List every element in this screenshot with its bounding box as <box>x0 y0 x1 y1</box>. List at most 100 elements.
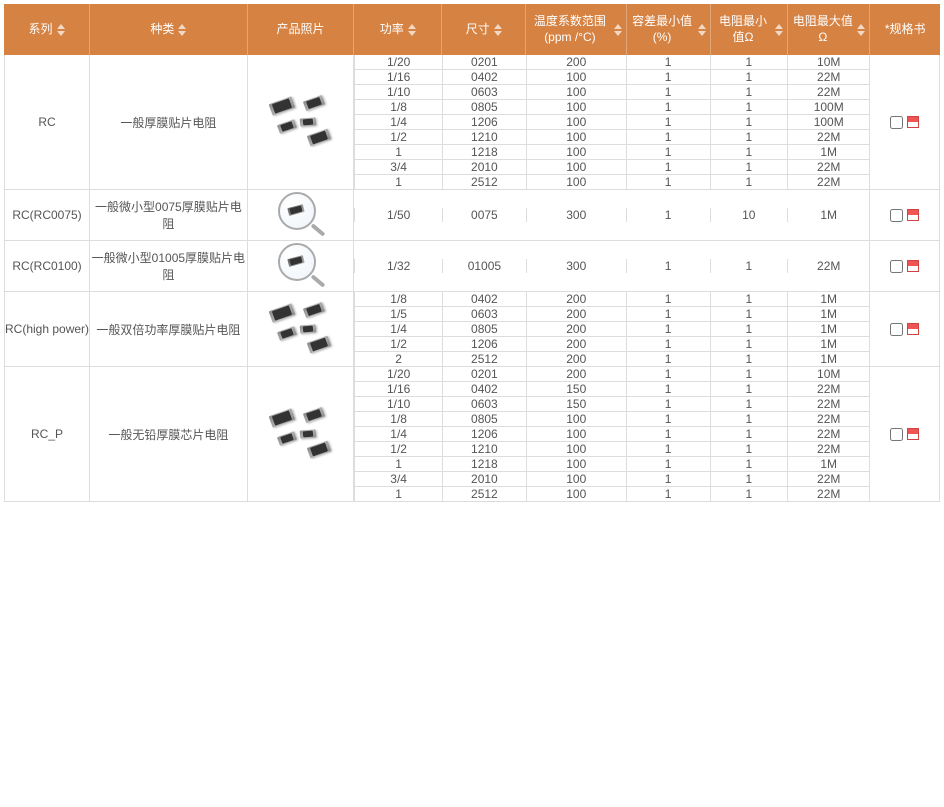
power-value: 1/16 <box>355 70 443 85</box>
data-rows-cell: 1/8 0402 200 1 1 1M 1/5 0603 200 1 1 1M … <box>354 292 870 367</box>
temp-value: 200 <box>526 292 626 307</box>
header-rmin[interactable]: 电阻最小值Ω <box>711 4 789 55</box>
spec-checkbox[interactable] <box>890 116 903 129</box>
spec-cell <box>870 292 940 367</box>
temp-value: 100 <box>526 457 626 472</box>
rmin-value: 1 <box>710 292 788 307</box>
rmax-value: 1M <box>788 145 870 160</box>
data-row: 2 2512 200 1 1 1M <box>355 352 870 367</box>
pdf-icon[interactable] <box>907 116 919 128</box>
rmin-value: 10 <box>710 208 788 222</box>
spec-checkbox[interactable] <box>890 209 903 222</box>
table-row: RC_P一般无铅厚膜芯片电阻 1/20 0201 200 1 1 10M 1/1… <box>4 367 940 502</box>
tol-value: 1 <box>626 160 710 175</box>
spec-cell <box>870 241 940 292</box>
tol-value: 1 <box>626 472 710 487</box>
temp-value: 200 <box>526 307 626 322</box>
data-rows-cell: 1/20 0201 200 1 1 10M 1/16 0402 100 1 1 … <box>354 55 870 190</box>
rmax-value: 22M <box>788 160 870 175</box>
rmax-value: 1M <box>788 307 870 322</box>
size-value: 0201 <box>443 55 527 70</box>
tol-value: 1 <box>626 115 710 130</box>
rmax-value: 22M <box>788 487 870 502</box>
header-power[interactable]: 功率 <box>354 4 442 55</box>
rmax-value: 1M <box>788 352 870 367</box>
photo-cell <box>248 241 355 292</box>
data-row: 1/16 0402 100 1 1 22M <box>355 70 870 85</box>
header-series[interactable]: 系列 <box>4 4 90 55</box>
tol-value: 1 <box>626 100 710 115</box>
table-row: RC(RC0100)一般微小型01005厚膜贴片电阻 1/32 01005 30… <box>4 241 940 292</box>
spec-checkbox[interactable] <box>890 260 903 273</box>
rmax-value: 1M <box>788 337 870 352</box>
rmax-value: 22M <box>788 472 870 487</box>
rmin-value: 1 <box>710 322 788 337</box>
spec-cell <box>870 55 940 190</box>
power-value: 1/20 <box>355 55 443 70</box>
rmin-value: 1 <box>710 412 788 427</box>
rmax-value: 22M <box>788 442 870 457</box>
rmin-value: 1 <box>710 115 788 130</box>
rmax-value: 22M <box>788 85 870 100</box>
header-tol[interactable]: 容差最小值(%) <box>627 4 711 55</box>
header-rmax[interactable]: 电阻最大值Ω <box>788 4 870 55</box>
power-value: 1/8 <box>355 292 443 307</box>
data-row: 1/2 1210 100 1 1 22M <box>355 130 870 145</box>
product-spec-table: 系列 种类 产品照片 功率 尺寸 温度系数范围 (ppm /°C) 容差最小值(… <box>4 4 940 502</box>
temp-value: 100 <box>526 412 626 427</box>
sort-icon <box>178 24 186 36</box>
header-type[interactable]: 种类 <box>90 4 248 55</box>
rmin-value: 1 <box>710 397 788 412</box>
sort-icon <box>775 24 783 36</box>
data-row: 1/10 0603 100 1 1 22M <box>355 85 870 100</box>
size-value: 2010 <box>443 472 527 487</box>
spec-checkbox[interactable] <box>890 428 903 441</box>
tol-value: 1 <box>626 259 710 273</box>
tol-value: 1 <box>626 307 710 322</box>
rmin-value: 1 <box>710 472 788 487</box>
data-row: 1 1218 100 1 1 1M <box>355 457 870 472</box>
rmax-value: 10M <box>788 55 870 70</box>
power-value: 1/32 <box>355 259 443 273</box>
temp-value: 200 <box>526 337 626 352</box>
product-photo-chips <box>260 92 340 152</box>
pdf-icon[interactable] <box>907 209 919 221</box>
tol-value: 1 <box>626 322 710 337</box>
rmax-value: 100M <box>788 100 870 115</box>
header-temp[interactable]: 温度系数范围 (ppm /°C) <box>526 4 626 55</box>
pdf-icon[interactable] <box>907 323 919 335</box>
size-value: 0201 <box>443 367 527 382</box>
spec-cell <box>870 367 940 502</box>
data-row: 1 1218 100 1 1 1M <box>355 145 870 160</box>
temp-value: 100 <box>526 100 626 115</box>
header-spec: *规格书 <box>870 4 940 55</box>
pdf-icon[interactable] <box>907 428 919 440</box>
rmin-value: 1 <box>710 307 788 322</box>
temp-value: 100 <box>526 472 626 487</box>
rmax-value: 1M <box>788 322 870 337</box>
photo-cell <box>248 55 355 190</box>
pdf-icon[interactable] <box>907 260 919 272</box>
photo-cell <box>248 190 355 241</box>
tol-value: 1 <box>626 85 710 100</box>
rmin-value: 1 <box>710 85 788 100</box>
data-row: 1/50 0075 300 1 10 1M <box>355 208 870 222</box>
header-size[interactable]: 尺寸 <box>442 4 526 55</box>
sort-icon <box>408 24 416 36</box>
power-value: 1/50 <box>355 208 443 222</box>
series-cell: RC(RC0075) <box>4 190 90 241</box>
temp-value: 100 <box>526 487 626 502</box>
rmax-value: 1M <box>788 292 870 307</box>
temp-value: 150 <box>526 397 626 412</box>
tol-value: 1 <box>626 175 710 190</box>
data-row: 1 2512 100 1 1 22M <box>355 175 870 190</box>
rmax-value: 22M <box>788 70 870 85</box>
rmin-value: 1 <box>710 367 788 382</box>
tol-value: 1 <box>626 382 710 397</box>
data-row: 1/4 0805 200 1 1 1M <box>355 322 870 337</box>
spec-checkbox[interactable] <box>890 323 903 336</box>
rmax-value: 1M <box>788 208 870 222</box>
temp-value: 200 <box>526 322 626 337</box>
temp-value: 100 <box>526 175 626 190</box>
temp-value: 100 <box>526 427 626 442</box>
